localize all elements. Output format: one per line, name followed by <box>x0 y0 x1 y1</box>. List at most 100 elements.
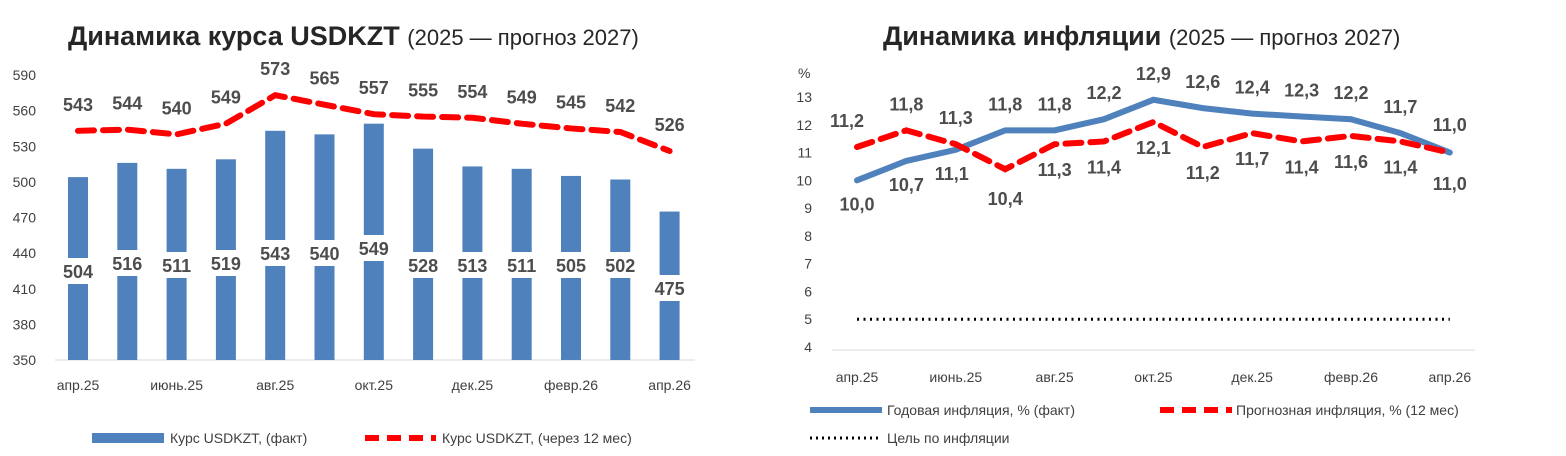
y-tick-label: 470 <box>13 210 37 226</box>
x-tick-label: апр.26 <box>1428 369 1471 385</box>
fact-inflation-label: 10,7 <box>889 175 924 195</box>
forecast-inflation-label: 11,2 <box>1186 163 1220 183</box>
y-tick-label: 590 <box>13 67 37 83</box>
forecast-inflation-label: 12,1 <box>1136 138 1171 158</box>
bar-label-bg <box>499 252 544 278</box>
bar-label: 502 <box>605 256 635 276</box>
bar-label: 540 <box>309 244 339 264</box>
y-tick-label: 6 <box>804 283 812 299</box>
x-tick-label: авг.25 <box>1036 369 1074 385</box>
forecast-inflation-label: 11,4 <box>1285 157 1319 177</box>
fact-inflation-label: 12,2 <box>1086 83 1121 103</box>
fact-inflation-label: 12,2 <box>1333 83 1368 103</box>
fact-inflation-label: 12,9 <box>1136 64 1171 84</box>
y-tick-label: 7 <box>804 256 812 272</box>
fact-inflation-label: 11,8 <box>1038 94 1072 114</box>
fact-inflation-label: 11,1 <box>935 164 969 184</box>
forecast-label: 526 <box>655 115 685 135</box>
bar-label-bg <box>549 252 593 278</box>
chart2-subtitle: (2025 — прогноз 2027) <box>1169 25 1401 50</box>
forecast-inflation-label: 11,2 <box>830 111 864 131</box>
legend-fact: Курс USDKZT, (факт) <box>170 430 307 446</box>
bar-label: 475 <box>655 279 685 299</box>
bar-label: 543 <box>260 244 290 264</box>
forecast-line <box>75 92 673 154</box>
x-tick-label: февр.26 <box>544 377 598 393</box>
y-tick-label: 5 <box>804 311 812 327</box>
forecast-inflation-label: 11,4 <box>1087 157 1121 177</box>
fact-inflation-line <box>854 96 1453 184</box>
legend-infl-forecast: Прогнозная инфляция, % (12 мес) <box>1236 402 1459 418</box>
fact-inflation-label: 12,3 <box>1284 80 1319 100</box>
y-tick-label: 10 <box>796 172 812 188</box>
legend-infl-fact: Годовая инфляция, % (факт) <box>887 402 1075 418</box>
bar-label: 519 <box>211 254 241 274</box>
chart1-title: Динамика курса USDKZT (2025 — прогноз 20… <box>68 21 639 51</box>
y-tick-label: 530 <box>13 138 37 154</box>
y-tick-label: 410 <box>13 281 37 297</box>
forecast-label: 549 <box>211 88 241 108</box>
forecast-label: 573 <box>260 59 290 79</box>
y-tick-label: 440 <box>13 245 37 261</box>
forecast-label: 542 <box>605 96 635 116</box>
legend-target: Цель по инфляции <box>887 430 1009 446</box>
forecast-inflation-label: 11,3 <box>939 108 973 128</box>
bar-label-bg <box>302 240 347 266</box>
bar-label-bg <box>154 252 199 278</box>
forecast-label: 557 <box>359 78 389 98</box>
y-tick-label: 500 <box>13 174 37 190</box>
bar-label: 511 <box>507 256 536 276</box>
fact-inflation-label: 10,0 <box>839 194 874 214</box>
forecast-inflation-label: 11,8 <box>889 94 923 114</box>
bar-label: 505 <box>556 256 586 276</box>
forecast-label: 540 <box>162 98 192 118</box>
forecast-inflation-label: 11,4 <box>1383 157 1417 177</box>
x-tick-label: апр.25 <box>57 377 100 393</box>
bar-label-bg <box>401 252 446 278</box>
x-tick-label: дек.25 <box>452 377 494 393</box>
x-tick-label: апр.26 <box>648 377 691 393</box>
chart1-marks: 350 380 410 440 470 500 530 560 590 апр.25 июнь.25… <box>13 59 695 393</box>
bar-label-bg <box>253 240 298 266</box>
bar-label-bg <box>56 258 100 284</box>
forecast-inflation-label: 10,4 <box>988 189 1023 209</box>
forecast-label: 555 <box>408 81 438 101</box>
bar-label-bg <box>598 252 643 278</box>
forecast-inflation-label: 11,7 <box>1235 149 1269 169</box>
forecast-inflation-label: 11,0 <box>1433 174 1467 194</box>
y-tick-label: 560 <box>13 103 37 119</box>
x-tick-label: апр.25 <box>836 369 879 385</box>
x-tick-label: июнь.25 <box>929 369 982 385</box>
bar-label-bg <box>450 252 495 278</box>
forecast-label: 549 <box>507 88 537 108</box>
y-tick-label: 11 <box>797 145 812 161</box>
bar-label: 513 <box>457 256 487 276</box>
forecast-label: 545 <box>556 92 586 112</box>
bar-label-bg <box>351 235 396 261</box>
fact-inflation-label: 11,7 <box>1383 97 1417 117</box>
chart2-marks: 4 5 6 7 8 9 10 11 12 13 апр.25 июнь.25 авг.25 окт.25 д… <box>796 64 1475 385</box>
x-tick-label: авг.25 <box>256 377 294 393</box>
bar-label: 516 <box>112 254 142 274</box>
x-tick-label: июнь.25 <box>150 377 203 393</box>
y-tick-label: 4 <box>804 339 812 355</box>
fact-inflation-label: 12,4 <box>1235 78 1270 98</box>
x-tick-label: окт.25 <box>355 377 394 393</box>
legend-bar-swatch <box>92 433 164 443</box>
bar-label: 504 <box>63 262 93 282</box>
y-tick-label: 350 <box>13 352 37 368</box>
x-tick-label: дек.25 <box>1231 369 1273 385</box>
bar-label: 549 <box>359 239 389 259</box>
bar-label: 511 <box>162 256 191 276</box>
forecast-inflation-line <box>854 118 1453 173</box>
forecast-label: 554 <box>457 82 487 102</box>
legend-forecast: Курс USDKZT, (через 12 мес) <box>442 430 632 446</box>
forecast-inflation-label: 11,3 <box>1038 160 1072 180</box>
forecast-label: 544 <box>112 94 142 114</box>
chart1-title-text: Динамика курса USDKZT <box>68 21 400 51</box>
fact-inflation-label: 11,0 <box>1433 115 1467 135</box>
bar-label-bg <box>647 275 692 301</box>
bar-label-bg <box>105 250 150 276</box>
y-unit-label: % <box>798 65 810 81</box>
forecast-inflation-label: 11,6 <box>1334 152 1368 172</box>
